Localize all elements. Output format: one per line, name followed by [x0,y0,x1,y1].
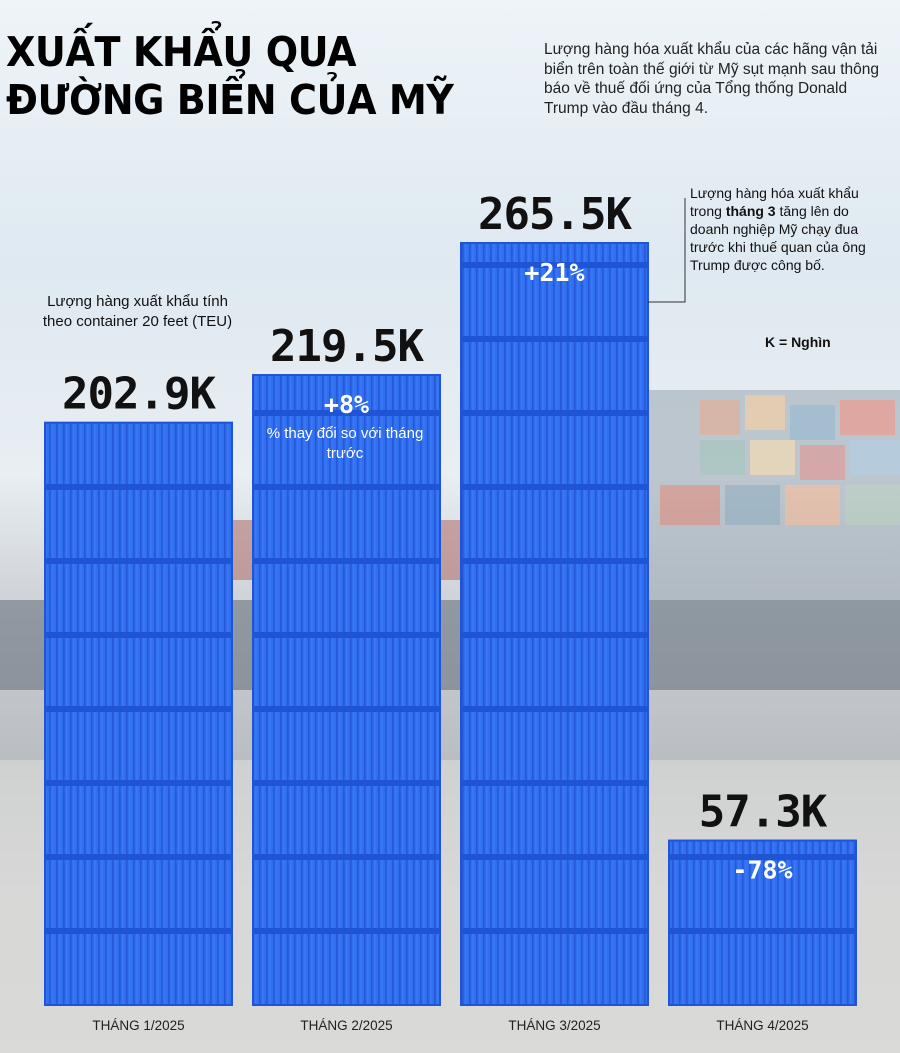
category-label-3: THÁNG 3/2025 [508,1018,600,1033]
page-title: XUẤT KHẨU QUA ĐƯỜNG BIỂN CỦA MỸ [6,28,490,124]
category-label-4: THÁNG 4/2025 [716,1018,808,1033]
bar-2 [252,374,441,1007]
container-divider [461,262,648,268]
container-divider [461,854,648,860]
annotation-text-before: Lượng hàng hóa xuất khẩu trong [690,185,859,219]
bar-body [461,243,648,1005]
container-divider [45,706,232,712]
container-divider [45,854,232,860]
bar-outline [460,242,649,1006]
bar-body [253,375,440,1006]
container-divider [45,632,232,638]
value-label-1: 202.9K [62,369,216,420]
bar-4 [668,839,857,1007]
container-divider [253,780,440,786]
bar-outline [252,374,441,1007]
bar-3 [460,242,649,1006]
container-divider [461,410,648,416]
title-line-2: ĐƯỜNG BIỂN CỦA MỸ [6,76,454,124]
container-divider [253,632,440,638]
container-divider [461,780,648,786]
container-divider [461,558,648,564]
bar-body [45,422,232,1005]
bar-change-note: % thay đổi so với tháng trước [266,425,424,462]
value-label-3: 265.5K [478,189,632,240]
bar-outline [668,839,857,1007]
container-divider [461,706,648,712]
bar-unit-note: Lượng hàng xuất khẩu tính theo container… [42,293,233,330]
container-divider [461,928,648,934]
labels-group: 202.9K THÁNG 1/2025 219.5K +8% THÁNG 2/2025 2… [62,189,829,1033]
container-divider [669,928,856,934]
pct-change-label-2: +8% [324,390,369,419]
value-label-4: 57.3K [699,787,828,838]
annotation-text-after: tăng lên do doanh nghiệp Mỹ chạy đua trư… [690,203,866,273]
annotation-text-bold: tháng 3 [725,203,776,219]
annotation-leader-line [648,198,686,303]
pct-change-label-4: -78% [732,856,792,885]
value-label-2: 219.5K [270,321,424,372]
container-divider [253,410,440,416]
category-label-2: THÁNG 2/2025 [300,1018,392,1033]
container-divider [253,854,440,860]
container-divider [45,558,232,564]
category-label-1: THÁNG 1/2025 [92,1018,184,1033]
container-divider [461,632,648,638]
bar-body [669,840,856,1005]
title-line-1: XUẤT KHẨU QUA [6,28,357,76]
march-annotation: Lượng hàng hóa xuất khẩu trong tháng 3 t… [690,184,890,274]
container-divider [45,780,232,786]
bar-1 [44,421,233,1006]
container-divider [253,706,440,712]
container-divider [253,928,440,934]
unit-note: K = Nghìn [765,334,831,350]
container-divider [253,484,440,490]
container-divider [45,928,232,934]
container-divider [253,558,440,564]
bars-group [44,242,857,1007]
container-divider [45,484,232,490]
pct-change-label-3: +21% [524,258,584,287]
container-divider [461,336,648,342]
intro-text: Lượng hàng hóa xuất khẩu của các hãng vậ… [544,41,880,117]
container-divider [669,854,856,860]
bar-outline [44,421,233,1006]
container-divider [461,484,648,490]
